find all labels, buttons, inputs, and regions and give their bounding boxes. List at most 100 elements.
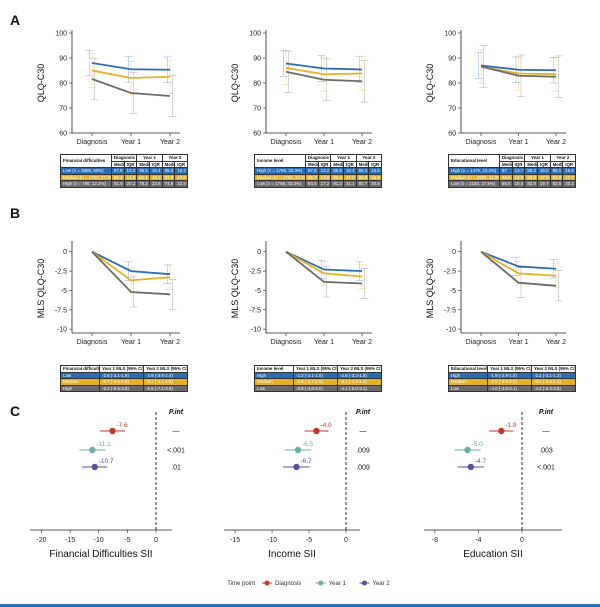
c1-point-label: -7.6 (116, 422, 128, 429)
table-cell: 19.7 (536, 180, 551, 188)
table-cell: 23.6 (148, 180, 163, 188)
c2-x-tick-label: -5 (306, 537, 312, 544)
a3-y-tick-label: 90 (448, 56, 456, 63)
a1-series-line-0 (91, 62, 171, 71)
a1-y-tick-label: 100 (55, 31, 67, 38)
c1-x-axis-label: Financial Difficulties SII (49, 549, 152, 560)
b2-series-line-0 (285, 250, 363, 272)
c2-x-tick-label: -15 (230, 537, 240, 544)
c3-x-tick-label: 0 (520, 537, 524, 544)
table-subheader: Median (355, 160, 370, 169)
table-cell: 86.0 (305, 173, 319, 182)
c1-x-tick-label: -5 (124, 537, 130, 544)
c3-point-label: -1.9 (505, 422, 517, 429)
table-cell: 17.2 (317, 180, 332, 188)
b2-y-tick-label: -5 (255, 288, 261, 295)
b3-series-line-1 (480, 250, 557, 277)
a1-y-tick-label: 80 (59, 81, 67, 88)
table-cell: 20.2 (562, 180, 576, 188)
table-cell: 13.7 (511, 167, 526, 175)
a2-x-tick-label: Diagnosis (271, 139, 302, 146)
table-row-label: High (60, 384, 100, 393)
c2-pint-value: — (360, 429, 367, 436)
table-cell: 13.2 (123, 167, 138, 175)
b2-y-axis-label: MLS QLQ-C30 (230, 259, 240, 319)
table-cell: -2.2 (-3.1-1.3) (531, 371, 576, 380)
table-row: High (n = 1765, 33.3%) 87.8 13.2 85.8 16.2 85… (254, 167, 382, 175)
panel-label-c: C (10, 403, 21, 419)
b3-summary-table: Educational level Year 1 MLS (95% CI) Year… (448, 365, 576, 393)
table-cell: 16.8 (562, 167, 576, 175)
table-cell: -2.3 (-3.1-1.5) (293, 371, 338, 380)
table-row-label: High (448, 371, 488, 380)
b1-y-tick-label: -10 (57, 327, 67, 334)
table-row-label: High (254, 371, 294, 380)
b3-y-tick-label: -2.5 (444, 269, 456, 276)
legend-label: Diagnosis (275, 581, 301, 587)
table-cell: 84.5 (305, 180, 319, 188)
table-cell: -3.2 (-4.0-2.4) (337, 378, 382, 386)
c1-x-tick-label: -15 (65, 537, 75, 544)
table-subheader: Median (549, 160, 564, 169)
legend-title: Time point (227, 581, 255, 587)
table-subheader: IQR (368, 160, 382, 169)
table-subheader: Median (136, 160, 150, 169)
table-row-label: Low (60, 371, 100, 380)
a1-summary-table: Financial difficulties Diagnosis Year 1 Yea… (60, 153, 189, 188)
table-title: Income level (254, 365, 294, 373)
table-row-label: High (n = 1476, 23.4%) (448, 167, 500, 175)
a1-series-line-2 (91, 78, 171, 97)
c3-x-tick-label: -8 (432, 537, 438, 544)
table-cell: 17.7 (562, 173, 576, 182)
table-row: High (n = 768, 12.2%) 81.6 20.2 76.2 23.6 74.… (60, 180, 188, 188)
c2-x-axis-label: Income SII (268, 549, 316, 560)
table-row: Medium -2.8 (-3.7-2.0) -3.2 (-4.0-2.4) (254, 378, 382, 386)
table-title: Educational level (448, 153, 500, 169)
table-row: High -2.3 (-3.1-1.5) -2.5 (-3.2-1.8) (254, 371, 382, 380)
table-row: Medium -2.8 (-3.6-2.0) -3.1 (-3.9-2.3) (448, 378, 576, 386)
table-row-label: Low (254, 384, 294, 393)
table-cell: 18.3 (148, 173, 163, 182)
b1-x-tick-label: Diagnosis (77, 339, 108, 346)
legend-label: Year 1 (329, 581, 347, 587)
table-subheader: IQR (342, 160, 357, 169)
c3-point (498, 427, 505, 435)
table-cell: 76.2 (136, 180, 150, 188)
c1-x-tick-label: -10 (94, 537, 104, 544)
table-row-label: Low (448, 384, 488, 393)
table-subheader: Median (111, 160, 125, 169)
table-cell: -1.9 (-2.8-1.0) (487, 371, 532, 380)
c3-x-axis-label: Education SII (463, 549, 522, 560)
table-title: Financial difficulties (60, 153, 112, 169)
b2-x-tick-label: Year 2 (352, 339, 372, 346)
table-row: Low (n = 3885, 60%) 87.9 13.2 85.5 16.4 85.3 1… (60, 167, 188, 175)
table-subheader: IQR (536, 160, 551, 169)
table-cell: 20.2 (123, 180, 138, 188)
c1-point-label: -10.7 (99, 458, 114, 465)
a3-x-tick-label: Year 2 (546, 139, 566, 146)
table-cell: -5.2 (-6.6-3.8) (99, 384, 144, 393)
c2-pint-header: P.int (356, 409, 371, 416)
table-row: Medium (n = 1768, 33.3%) 86.0 13.9 83.5 17.0… (254, 173, 382, 182)
c3-point-label: -4.7 (475, 458, 487, 465)
b3-x-tick-label: Year 2 (546, 339, 566, 346)
table-row: Low (n = 1769, 33.3%) 84.5 17.2 81.3 21.1 80.… (254, 180, 382, 188)
b1-series-line-0 (91, 250, 171, 276)
table-cell: 85.5 (136, 167, 150, 175)
table-cell: -3.7 (-4.6-2.9) (99, 378, 144, 386)
b1-y-tick-label: 0 (63, 249, 67, 256)
c1-pint-value: .01 (171, 465, 181, 472)
table-cell: -4.1 (-5.0-3.1) (337, 384, 382, 393)
table-row-label: Medium (n = 1768, 33.3%) (254, 173, 306, 182)
c3-point (467, 463, 475, 471)
table-row: Medium (n = 2586, 41.0%) 86.5 14.8 83.8 17.5… (448, 173, 576, 182)
table-cell: -3.1 (-3.9-2.3) (531, 378, 576, 386)
table-row: Medium (n = 1720, 27.1%) 85.4 14.8 82.1 18.3… (60, 173, 188, 182)
table-title: Income level (254, 153, 306, 169)
panel-label-b: B (10, 205, 21, 221)
b1-y-axis-label: MLS QLQ-C30 (36, 259, 46, 319)
table-cell: 17.6 (174, 173, 188, 182)
table-title: Educational level (448, 365, 488, 373)
a1-y-tick-label: 90 (59, 56, 67, 63)
